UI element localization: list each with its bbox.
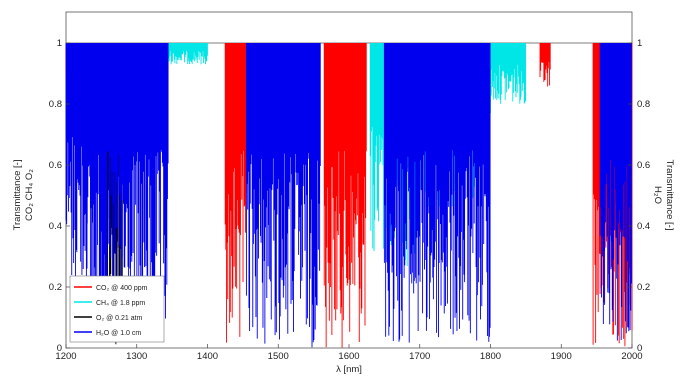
legend: CO₂ @ 400 ppm CH₄ @ 1.8 ppm O₂ @ 0.21 at… [69, 275, 165, 343]
series-line-h-o-1-0-cm [65, 43, 88, 282]
series-4-band-3 [245, 43, 321, 348]
series-line-co-400-ppm [539, 43, 551, 87]
series-4-band-1 [65, 43, 88, 282]
series-line-h-o-1-0-cm [383, 43, 491, 343]
x-tick-label: 1500 [268, 351, 289, 362]
y-tick-label-right: 1 [637, 38, 642, 49]
x-tick-label: 1200 [55, 351, 76, 362]
series-line-h-o-1-0-cm [599, 43, 632, 341]
y-tick-label-right: 0.2 [637, 282, 650, 293]
y-axis-label-left-species: CO₂ CH₄ O₂ [24, 169, 35, 221]
legend-label-o2: O₂ @ 0.21 atm [96, 315, 143, 322]
series-layer [65, 43, 633, 348]
series-1-band-6 [539, 43, 551, 87]
series-4-band-2 [86, 43, 169, 342]
y-tick-label-left: 0.8 [49, 99, 62, 110]
series-4-band-4 [383, 43, 491, 343]
series-4-band-5 [599, 43, 632, 341]
series-1-band-5 [323, 43, 367, 348]
y-axis-label-left: Transmittance [-] [12, 160, 23, 231]
series-line-h-o-1-0-cm [245, 43, 321, 348]
y-tick-label-right: 0.6 [637, 160, 650, 171]
legend-label-ch4: CH₄ @ 1.8 ppm [96, 300, 145, 307]
x-axis-label: λ [nm] [336, 364, 362, 375]
x-tick-label: 1900 [551, 351, 572, 362]
y-tick-label-right: 0 [637, 343, 642, 354]
legend-label-co2: CO₂ @ 400 ppm [96, 285, 148, 292]
x-tick-label: 1400 [197, 351, 218, 362]
y-tick-label-left: 0 [57, 343, 62, 354]
y-tick-label-right: 0.4 [637, 221, 650, 232]
x-tick-label: 1700 [409, 351, 430, 362]
y-tick-label-left: 0.4 [49, 221, 62, 232]
y-tick-label-right: 0.8 [637, 99, 650, 110]
series-line-h-o-1-0-cm [86, 43, 169, 342]
x-tick-label: 1600 [338, 351, 359, 362]
y-tick-label-left: 1 [57, 38, 62, 49]
y-axis-label-right: Transmittance [-] [664, 160, 675, 231]
legend-label-h2o: H₂O @ 1.0 cm [96, 330, 141, 337]
series-line-co-400-ppm [224, 43, 247, 343]
series-1-band-3 [224, 43, 247, 343]
y-tick-label-left: 0.2 [49, 282, 62, 293]
x-tick-label: 1300 [126, 351, 147, 362]
x-tick-label: 2000 [621, 351, 642, 362]
series-line-co-400-ppm [323, 43, 367, 348]
y-tick-label-left: 0.6 [49, 160, 62, 171]
x-tick-label: 1800 [480, 351, 501, 362]
y-axis-label-right-species: H₂O [652, 186, 663, 204]
